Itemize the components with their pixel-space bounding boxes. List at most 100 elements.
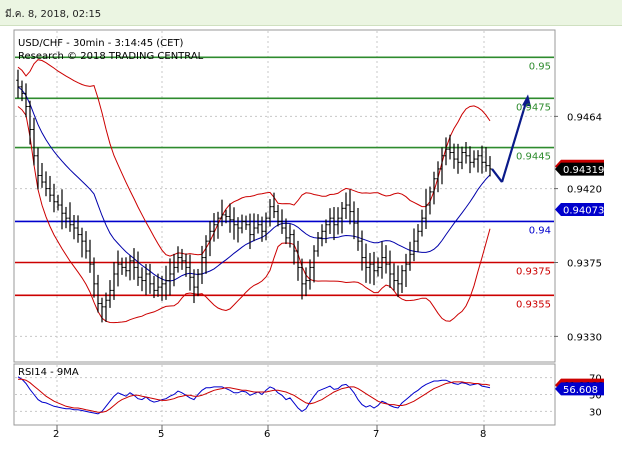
rsi-tag: 56.608 (555, 382, 604, 396)
price-bar (28, 100, 32, 145)
time-axis: 2 5 6 7 8 (53, 425, 486, 440)
price-bar (256, 214, 260, 234)
price-bar (272, 192, 276, 219)
price-tick-label: 0.9330 (567, 332, 602, 343)
price-bar (96, 274, 100, 313)
price-bar (380, 241, 384, 279)
price-bar (312, 245, 316, 283)
rsi-title: RSI14 - 9MA (18, 367, 79, 378)
price-bar (36, 147, 40, 190)
price-bar (80, 227, 84, 258)
price-bar (356, 207, 360, 251)
price-bar (392, 263, 396, 291)
price-bar (20, 80, 24, 102)
rsi-series-line (17, 376, 491, 415)
price-bar (232, 207, 236, 240)
price-bar (160, 275, 164, 301)
price-bar (476, 150, 480, 173)
forecast-arrow (491, 94, 531, 183)
price-bar (204, 235, 208, 274)
price-bar (332, 207, 336, 241)
price-bar (128, 255, 132, 281)
price-tag: 0.94319 (555, 162, 604, 176)
price-tag-shape (555, 162, 604, 176)
price-bar (16, 69, 20, 99)
price-bar (280, 209, 284, 234)
price-bar (268, 199, 272, 227)
price-bar (348, 189, 352, 225)
rsi-tag-label: 56.608 (563, 385, 598, 396)
price-bar (388, 250, 392, 288)
price-bar (376, 257, 380, 277)
header-date: มี.ค. 8, 2018, 02:15 (5, 9, 102, 20)
price-bar (260, 216, 264, 242)
level-label: 0.9475 (516, 102, 551, 113)
price-bar (144, 264, 148, 296)
price-bar (172, 253, 176, 287)
price-bar (252, 213, 256, 242)
price-bar (484, 147, 488, 172)
price-bar (220, 199, 224, 227)
time-tick-label: 8 (480, 429, 486, 440)
rsi-tags: 61.113356.608 (555, 378, 604, 396)
price-bar (456, 143, 460, 174)
price-bar (40, 162, 44, 188)
time-tick-label: 6 (264, 429, 270, 440)
price-bar (284, 218, 288, 245)
price-bar (248, 213, 252, 250)
price-bar (56, 194, 60, 211)
price-tag-label: 0.94319 (563, 165, 604, 176)
price-bar (412, 228, 416, 262)
price-bar (276, 204, 280, 227)
price-bar (340, 202, 344, 234)
price-bar (192, 269, 196, 304)
level-label: 0.94 (529, 225, 551, 236)
price-bar (224, 209, 228, 224)
price-bar (384, 245, 388, 274)
price-bar (212, 213, 216, 242)
price-bar (320, 224, 324, 247)
price-tick-label: 0.9375 (567, 258, 602, 269)
band-upper (17, 59, 491, 257)
forecast-segment-up (500, 101, 528, 183)
price-bar (316, 231, 320, 257)
price-grid (15, 31, 554, 361)
price-bar (156, 273, 160, 297)
price-bar (420, 209, 424, 237)
price-bar (64, 206, 68, 229)
price-bar (408, 241, 412, 271)
price-bar (208, 221, 212, 257)
price-bars (16, 69, 492, 323)
price-bar (432, 171, 436, 205)
price-bar (404, 253, 408, 288)
price-bar (440, 147, 444, 185)
price-bar (324, 219, 328, 244)
price-bar (292, 229, 296, 265)
header-bar: มี.ค. 8, 2018, 02:15 (0, 0, 622, 26)
price-bar (472, 150, 476, 168)
price-tick-label: 0.9464 (567, 112, 602, 123)
price-bar (364, 243, 368, 283)
price-axis: 0.9464 0.9420 0.9375 0.9330 (554, 112, 602, 343)
price-bar (240, 214, 244, 234)
rsi-lines (17, 376, 491, 415)
price-bar (72, 214, 76, 240)
price-bar (44, 171, 48, 197)
price-bar (304, 267, 308, 297)
price-bar (328, 208, 332, 234)
price-bar (368, 252, 372, 284)
chart-title: USD/CHF - 30min - 3:14:45 (CET) (18, 38, 184, 49)
price-bar (152, 275, 156, 299)
price-bar (52, 183, 56, 213)
price-bar (396, 265, 400, 298)
price-bar (448, 134, 452, 160)
price-bar (488, 156, 492, 177)
band-lower (17, 106, 491, 324)
price-bar (132, 248, 136, 280)
price-bar (84, 231, 88, 259)
price-bar (176, 246, 180, 273)
price-bar (360, 230, 364, 271)
price-bar (104, 292, 108, 322)
price-bar (88, 239, 92, 273)
